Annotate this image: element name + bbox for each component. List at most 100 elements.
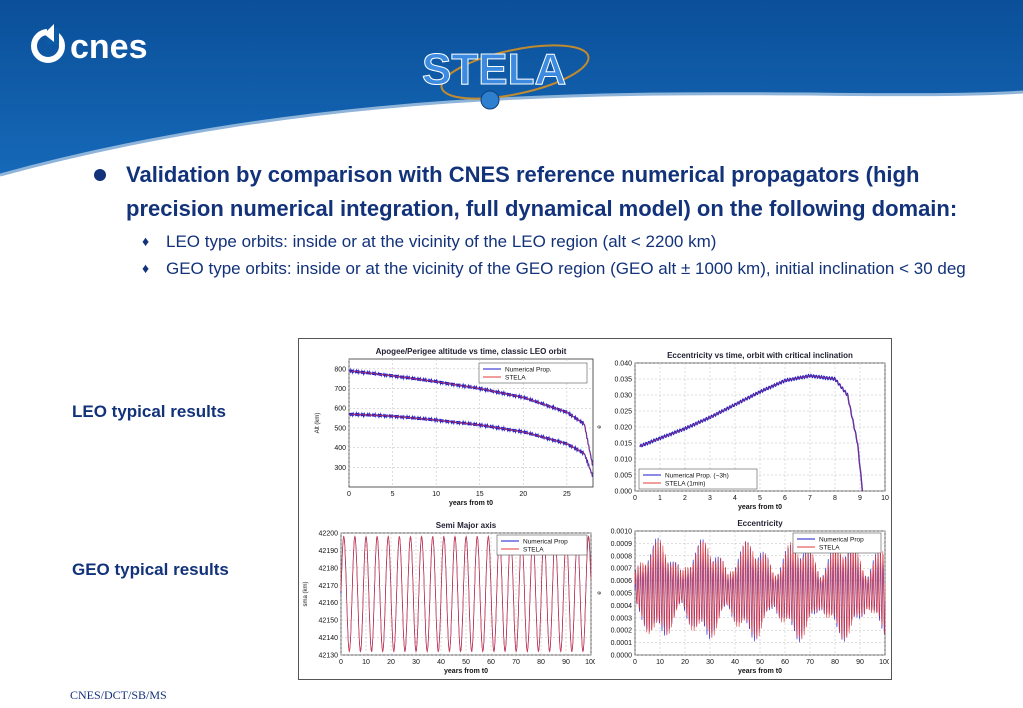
legend-entry: STELA (1min) [665, 481, 705, 488]
y-axis-label: e [597, 591, 603, 595]
sub-bullet-geo: ♦ GEO type orbits: inside or at the vici… [142, 257, 972, 280]
diamond-bullet-icon: ♦ [142, 233, 150, 249]
x-tick-label: 80 [831, 659, 839, 666]
x-tick-label: 2 [683, 495, 687, 502]
legend-box [496, 534, 588, 556]
x-tick-label: 50 [756, 659, 764, 666]
legend-entry: Numerical Prop. (~3h) [665, 473, 729, 480]
x-tick-label: 20 [519, 491, 527, 498]
y-tick-label: 42180 [319, 565, 339, 572]
y-tick-label: 0.000 [614, 489, 632, 496]
legend-entry: STELA [819, 545, 840, 552]
series-stela [639, 374, 863, 492]
leo-altitude-chart: Apogee/Perigee altitude vs time, classic… [315, 347, 594, 507]
sub-bullet-geo-text: GEO type orbits: inside or at the vicini… [166, 259, 966, 278]
x-tick-label: 3 [708, 495, 712, 502]
x-tick-label: 70 [512, 659, 520, 666]
y-tick-label: 400 [334, 445, 346, 452]
y-axis-label: Alt (km) [315, 413, 321, 434]
chart-title: Apogee/Perigee altitude vs time, classic… [376, 347, 567, 356]
x-tick-label: 6 [783, 495, 787, 502]
x-tick-label: 50 [462, 659, 470, 666]
x-axis-label: years from t0 [738, 504, 782, 511]
x-tick-label: 10 [432, 491, 440, 498]
y-tick-label: 0.0009 [611, 541, 633, 548]
x-tick-label: 100 [585, 659, 595, 666]
y-tick-label: 0.035 [614, 377, 632, 384]
y-tick-label: 0.0010 [611, 529, 633, 536]
x-tick-label: 30 [706, 659, 714, 666]
geo-sma-chart: Semi Major axis 0 10 20 30 40 50 60 70 80 90 100 421… [303, 521, 595, 675]
charts-panel: Apogee/Perigee altitude vs time, classic… [298, 338, 892, 680]
y-tick-label: 0.0008 [611, 553, 633, 560]
cnes-logo: cnes [30, 20, 190, 75]
series-stela-apogee [348, 369, 593, 465]
x-tick-label: 0 [339, 659, 343, 666]
x-tick-label: 60 [487, 659, 495, 666]
x-tick-label: 20 [681, 659, 689, 666]
y-axis-label: e [597, 425, 603, 429]
diamond-bullet-icon: ♦ [142, 260, 150, 276]
y-axis-label: sma (km) [303, 582, 309, 607]
x-tick-label: 40 [437, 659, 445, 666]
y-tick-label: 0.025 [614, 409, 632, 416]
legend-entry: STELA [523, 547, 544, 554]
y-tick-label: 0.0007 [611, 566, 633, 573]
legend-box [638, 468, 758, 490]
x-tick-label: 15 [476, 491, 484, 498]
sub-bullet-leo: ♦ LEO type orbits: inside or at the vici… [142, 230, 972, 253]
geo-eccentricity-chart: Eccentricity 0 10 20 30 40 50 60 70 80 90 100 0.0000… [597, 519, 889, 675]
x-tick-label: 90 [856, 659, 864, 666]
legend-entry: Numerical Prop. [505, 367, 552, 374]
x-axis-label: years from t0 [444, 668, 488, 675]
chart-title: Semi Major axis [436, 521, 497, 530]
x-axis-label: years from t0 [449, 500, 493, 507]
leo-eccentricity-chart: Eccentricity vs time, orbit with critica… [597, 351, 889, 511]
x-tick-label: 100 [879, 659, 889, 666]
y-tick-label: 0.0000 [611, 653, 633, 660]
y-tick-label: 0.0006 [611, 578, 633, 585]
x-tick-label: 70 [806, 659, 814, 666]
y-tick-label: 300 [334, 465, 346, 472]
sub-bullet-leo-text: LEO type orbits: inside or at the vicini… [166, 232, 717, 251]
y-tick-label: 0.0002 [611, 628, 633, 635]
x-tick-label: 10 [881, 495, 889, 502]
stela-logo: STELA [420, 22, 620, 122]
x-tick-label: 0 [633, 659, 637, 666]
x-tick-label: 20 [387, 659, 395, 666]
legend-box [478, 362, 588, 384]
series-stela-perigee [348, 412, 593, 476]
stela-logo-text: STELA [422, 45, 566, 94]
y-tick-label: 0.040 [614, 361, 632, 368]
y-tick-label: 0.015 [614, 441, 632, 448]
y-tick-label: 0.0004 [611, 603, 633, 610]
y-tick-label: 500 [334, 425, 346, 432]
x-tick-label: 7 [808, 495, 812, 502]
y-tick-label: 0.020 [614, 425, 632, 432]
legend-box [792, 532, 882, 554]
x-tick-label: 0 [347, 491, 351, 498]
cnes-logo-text: cnes [70, 28, 148, 66]
x-axis-label: years from t0 [738, 668, 782, 675]
series-stela [634, 540, 886, 640]
x-tick-label: 5 [391, 491, 395, 498]
y-tick-label: 800 [334, 366, 346, 373]
x-tick-label: 10 [656, 659, 664, 666]
x-tick-label: 0 [633, 495, 637, 502]
y-tick-label: 42170 [319, 583, 339, 590]
y-tick-label: 42130 [319, 653, 339, 660]
x-tick-label: 60 [781, 659, 789, 666]
legend-entry: STELA [505, 375, 526, 382]
y-tick-label: 42150 [319, 618, 339, 625]
content-bullets: Validation by comparison with CNES refer… [92, 158, 972, 280]
y-tick-label: 0.005 [614, 473, 632, 480]
y-tick-label: 42190 [319, 548, 339, 555]
geo-results-label: GEO typical results [72, 560, 229, 579]
x-tick-label: 80 [537, 659, 545, 666]
y-tick-label: 0.0001 [611, 640, 633, 647]
x-tick-label: 30 [412, 659, 420, 666]
leo-results-label: LEO typical results [72, 402, 226, 421]
x-tick-label: 9 [858, 495, 862, 502]
y-tick-label: 42140 [319, 635, 339, 642]
x-tick-label: 25 [563, 491, 571, 498]
